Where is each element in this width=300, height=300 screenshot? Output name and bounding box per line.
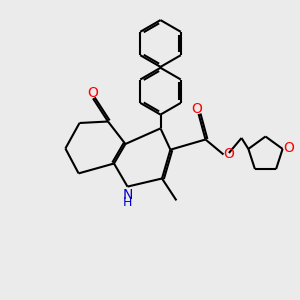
Text: H: H [123, 196, 132, 209]
Text: N: N [122, 188, 133, 202]
Text: O: O [87, 86, 98, 100]
Text: O: O [224, 148, 234, 161]
Text: O: O [192, 102, 203, 116]
Text: O: O [283, 141, 294, 155]
